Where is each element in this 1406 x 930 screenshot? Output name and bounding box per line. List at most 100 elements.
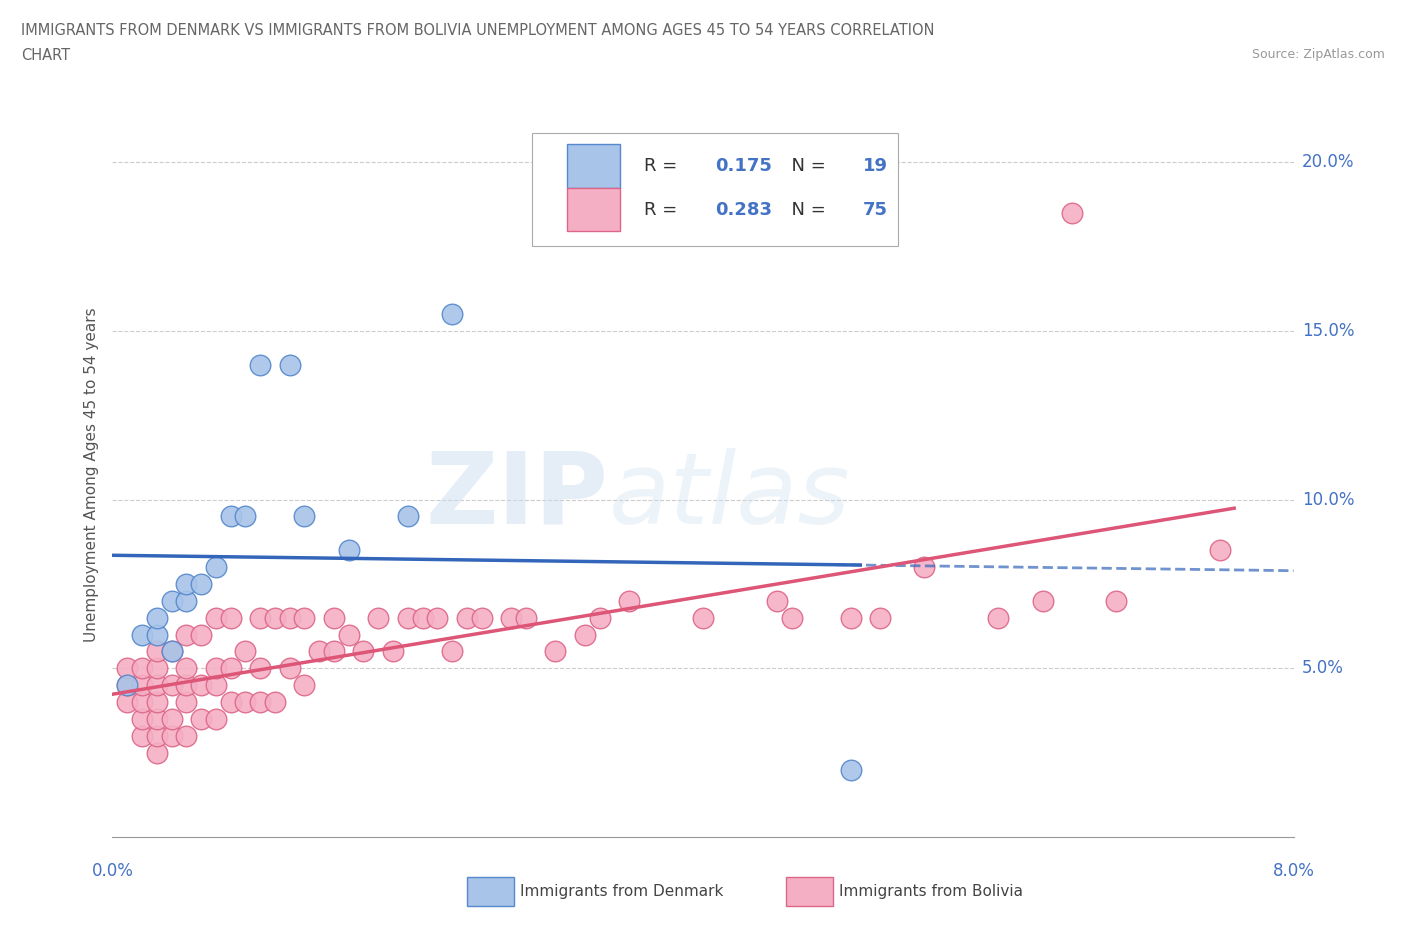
Point: [278, 661, 301, 676]
Point: [117, 678, 138, 693]
Point: [160, 711, 183, 726]
Point: [441, 307, 464, 322]
Point: [205, 661, 228, 676]
Point: [190, 627, 212, 642]
Point: [249, 695, 271, 710]
Point: [574, 627, 596, 642]
Point: [352, 644, 374, 658]
Point: [160, 678, 183, 693]
Point: [233, 509, 256, 524]
Point: [190, 577, 212, 591]
Point: [692, 610, 714, 625]
Point: [174, 695, 197, 710]
Point: [264, 695, 287, 710]
Point: [146, 745, 169, 760]
Point: [515, 610, 537, 625]
Bar: [467, 877, 515, 906]
Point: [205, 678, 228, 693]
Point: [205, 560, 228, 575]
Point: [292, 678, 315, 693]
Text: R =: R =: [644, 157, 683, 175]
Point: [146, 695, 169, 710]
Point: [1032, 593, 1054, 608]
Point: [337, 543, 360, 558]
Point: [146, 711, 169, 726]
Bar: [786, 877, 832, 906]
Point: [914, 560, 936, 575]
Text: N =: N =: [780, 201, 831, 219]
Point: [174, 627, 197, 642]
Point: [839, 762, 862, 777]
Point: [619, 593, 641, 608]
Y-axis label: Unemployment Among Ages 45 to 54 years: Unemployment Among Ages 45 to 54 years: [83, 307, 98, 642]
Point: [146, 610, 169, 625]
Point: [160, 728, 183, 743]
Point: [292, 509, 315, 524]
Text: Immigrants from Bolivia: Immigrants from Bolivia: [839, 884, 1022, 899]
Point: [146, 678, 169, 693]
Text: 0.0%: 0.0%: [91, 862, 134, 880]
Point: [131, 627, 153, 642]
Text: 15.0%: 15.0%: [1302, 322, 1354, 339]
Point: [131, 695, 153, 710]
Point: [249, 610, 271, 625]
Point: [396, 610, 419, 625]
Point: [146, 627, 169, 642]
Point: [471, 610, 494, 625]
Point: [1062, 206, 1084, 220]
Point: [219, 610, 242, 625]
Point: [264, 610, 287, 625]
Point: [1208, 543, 1232, 558]
Point: [780, 610, 803, 625]
Point: [323, 610, 346, 625]
Point: [1105, 593, 1128, 608]
Text: 8.0%: 8.0%: [1272, 862, 1315, 880]
Point: [869, 610, 891, 625]
Point: [292, 610, 315, 625]
Point: [588, 610, 610, 625]
Point: [233, 695, 256, 710]
Point: [233, 644, 256, 658]
Point: [160, 593, 183, 608]
Point: [396, 509, 419, 524]
Point: [308, 644, 330, 658]
Text: 20.0%: 20.0%: [1302, 153, 1354, 171]
Point: [205, 610, 228, 625]
Point: [337, 627, 360, 642]
FancyBboxPatch shape: [531, 133, 898, 246]
Point: [839, 610, 862, 625]
Point: [765, 593, 787, 608]
Text: CHART: CHART: [21, 48, 70, 63]
Text: Immigrants from Denmark: Immigrants from Denmark: [520, 884, 723, 899]
Text: ZIP: ZIP: [426, 447, 609, 545]
Point: [146, 661, 169, 676]
Point: [219, 509, 242, 524]
Point: [219, 695, 242, 710]
Text: IMMIGRANTS FROM DENMARK VS IMMIGRANTS FROM BOLIVIA UNEMPLOYMENT AMONG AGES 45 TO: IMMIGRANTS FROM DENMARK VS IMMIGRANTS FR…: [21, 23, 935, 38]
Point: [160, 644, 183, 658]
Point: [131, 711, 153, 726]
Point: [117, 695, 138, 710]
Point: [249, 661, 271, 676]
Point: [426, 610, 449, 625]
Point: [367, 610, 389, 625]
Bar: [567, 144, 620, 188]
Point: [174, 593, 197, 608]
Point: [117, 661, 138, 676]
Point: [190, 678, 212, 693]
Point: [131, 678, 153, 693]
Text: 10.0%: 10.0%: [1302, 491, 1354, 509]
Point: [544, 644, 567, 658]
Text: 19: 19: [862, 157, 887, 175]
Point: [174, 661, 197, 676]
Point: [160, 644, 183, 658]
Point: [174, 577, 197, 591]
Text: Source: ZipAtlas.com: Source: ZipAtlas.com: [1251, 48, 1385, 61]
Text: 75: 75: [862, 201, 887, 219]
Point: [174, 728, 197, 743]
Point: [382, 644, 405, 658]
Point: [501, 610, 523, 625]
Bar: [567, 188, 620, 232]
Text: atlas: atlas: [609, 447, 851, 545]
Point: [117, 678, 138, 693]
